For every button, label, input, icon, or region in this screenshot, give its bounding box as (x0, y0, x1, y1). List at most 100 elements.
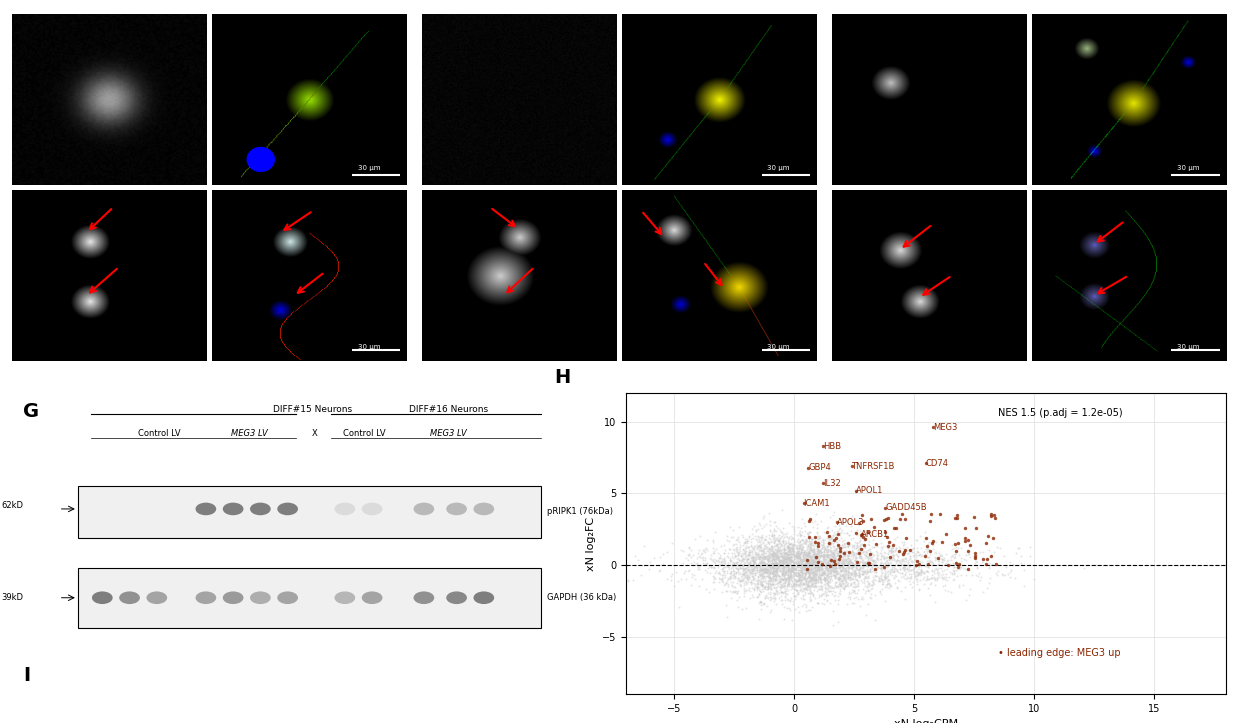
Point (728, 559, 748, 570)
Point (815, 582, 834, 594)
Point (735, 585, 755, 596)
Point (791, 529, 811, 541)
Point (832, 576, 852, 587)
Point (797, 541, 817, 552)
Point (725, 586, 745, 598)
Point (790, 558, 810, 570)
Point (884, 571, 904, 583)
Point (735, 540, 755, 552)
Point (779, 564, 799, 576)
Point (855, 571, 875, 583)
Point (912, 567, 932, 578)
Point (744, 554, 764, 565)
Point (747, 558, 766, 570)
Point (780, 542, 800, 554)
Point (890, 563, 910, 575)
Point (847, 569, 867, 581)
Point (773, 568, 792, 580)
Point (745, 547, 765, 559)
Point (733, 573, 753, 584)
Point (812, 557, 832, 569)
Point (894, 542, 914, 554)
Point (722, 566, 742, 578)
Point (784, 553, 803, 565)
Point (800, 544, 820, 555)
Point (821, 531, 841, 543)
Point (846, 552, 865, 564)
Point (799, 561, 818, 573)
Point (761, 591, 781, 603)
Point (750, 565, 770, 576)
Point (823, 566, 843, 578)
Point (853, 568, 873, 580)
Point (838, 572, 858, 583)
Point (800, 562, 820, 574)
Point (764, 553, 784, 565)
Point (877, 557, 896, 569)
Point (860, 548, 880, 560)
Point (728, 574, 748, 586)
Point (813, 559, 833, 570)
Point (799, 535, 818, 547)
Point (701, 553, 721, 565)
Point (780, 555, 800, 566)
Point (779, 559, 799, 570)
Point (967, 522, 987, 534)
Point (863, 562, 883, 573)
Point (761, 593, 781, 604)
Point (803, 545, 823, 557)
Point (874, 557, 894, 568)
Point (799, 545, 818, 557)
Point (770, 558, 790, 570)
Point (838, 581, 858, 592)
Point (843, 561, 863, 573)
Point (841, 572, 860, 583)
Point (795, 525, 815, 536)
Point (765, 567, 785, 578)
Point (836, 554, 855, 565)
Point (777, 554, 797, 565)
Point (844, 540, 864, 552)
Point (771, 559, 791, 570)
Point (802, 567, 822, 578)
Point (836, 562, 855, 574)
Point (759, 555, 779, 567)
Point (831, 570, 851, 582)
Point (815, 572, 834, 583)
Point (823, 558, 843, 570)
Point (826, 571, 846, 583)
Point (984, 512, 1004, 523)
Point (905, 560, 925, 571)
Point (875, 596, 895, 607)
Point (906, 569, 926, 581)
Point (831, 560, 851, 571)
Point (745, 531, 765, 542)
Point (805, 570, 825, 582)
Point (859, 581, 879, 592)
Point (787, 578, 807, 590)
Point (760, 589, 780, 600)
Point (790, 579, 810, 591)
Point (779, 518, 799, 529)
Point (740, 539, 760, 551)
Point (800, 554, 820, 565)
Point (758, 568, 777, 580)
Point (796, 555, 816, 567)
Point (860, 565, 880, 577)
Point (724, 560, 744, 572)
Point (618, 575, 638, 586)
Point (822, 557, 842, 568)
Point (818, 564, 838, 576)
Point (764, 546, 784, 557)
Point (802, 560, 822, 571)
Point (723, 561, 743, 573)
Point (753, 547, 773, 558)
Point (827, 568, 847, 579)
Point (764, 566, 784, 578)
Point (886, 555, 906, 567)
Point (834, 565, 854, 576)
Point (735, 536, 755, 547)
Point (932, 557, 952, 568)
Point (920, 554, 940, 565)
Point (802, 550, 822, 562)
